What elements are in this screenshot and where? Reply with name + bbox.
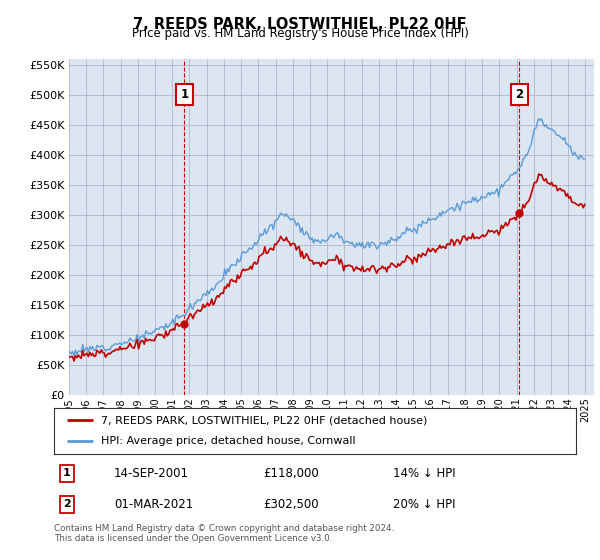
Text: 1: 1 [63,469,71,478]
Text: 20% ↓ HPI: 20% ↓ HPI [394,498,456,511]
Text: Price paid vs. HM Land Registry's House Price Index (HPI): Price paid vs. HM Land Registry's House … [131,27,469,40]
Text: 1: 1 [181,88,188,101]
Text: 7, REEDS PARK, LOSTWITHIEL, PL22 0HF (detached house): 7, REEDS PARK, LOSTWITHIEL, PL22 0HF (de… [101,415,427,425]
Text: 2: 2 [515,88,523,101]
Text: 01-MAR-2021: 01-MAR-2021 [114,498,193,511]
Text: £302,500: £302,500 [263,498,319,511]
Text: 14% ↓ HPI: 14% ↓ HPI [394,467,456,480]
Text: Contains HM Land Registry data © Crown copyright and database right 2024.
This d: Contains HM Land Registry data © Crown c… [54,524,394,543]
Text: £118,000: £118,000 [263,467,319,480]
Text: 14-SEP-2001: 14-SEP-2001 [114,467,189,480]
Text: HPI: Average price, detached house, Cornwall: HPI: Average price, detached house, Corn… [101,436,356,446]
Text: 2: 2 [63,500,71,509]
Text: 7, REEDS PARK, LOSTWITHIEL, PL22 0HF: 7, REEDS PARK, LOSTWITHIEL, PL22 0HF [133,17,467,32]
